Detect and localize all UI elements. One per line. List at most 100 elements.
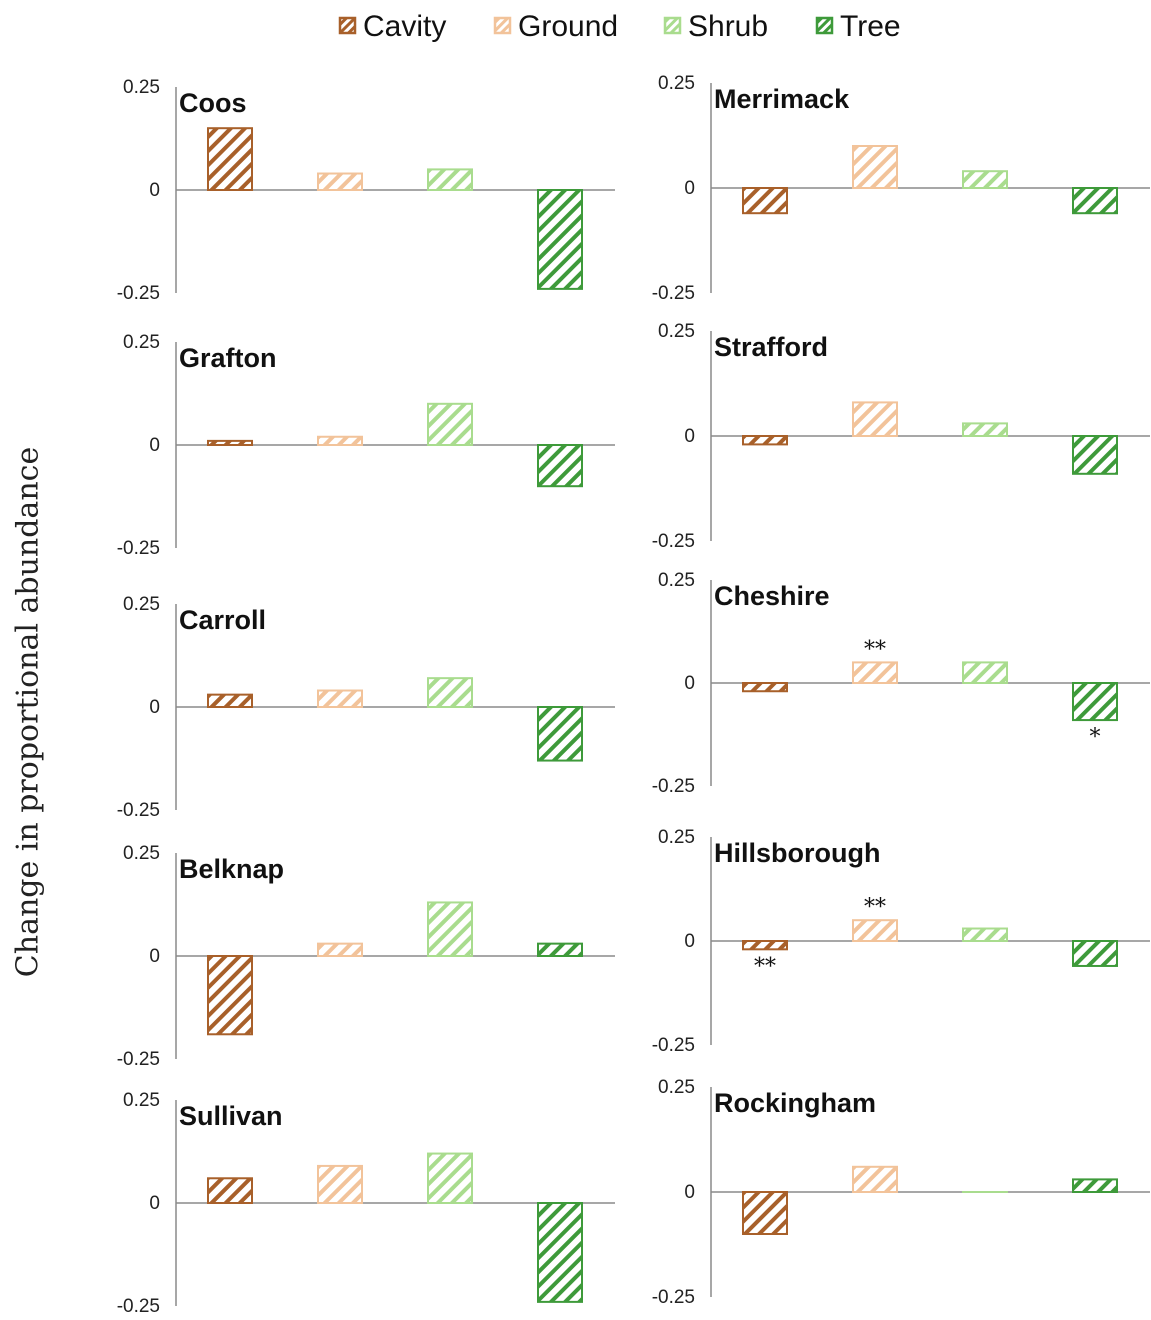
bar-ground [853,402,897,436]
bar-tree [538,445,582,486]
legend-swatch [495,18,510,33]
panel-title: Sullivan [179,1101,283,1131]
bar-tree [538,190,582,289]
legend: Cavity Ground Shrub Tree [0,6,1151,46]
bar-shrub [428,902,472,956]
y-tick-label: -0.25 [652,283,695,304]
y-tick-label: 0 [684,426,695,447]
bar-cavity [743,1192,787,1234]
panel-title: Grafton [179,343,277,373]
panel-merrimack: 0.25 0 -0.25 Merrimack [595,66,1125,307]
bar-cavity [743,436,787,444]
y-tick-label: 0 [149,946,160,967]
bar-ground [853,146,897,188]
bar-tree [538,707,582,761]
bar-ground [853,662,897,683]
significance-annotation: * [1090,725,1101,750]
bar-cavity [743,683,787,691]
significance-annotation: ** [864,637,886,662]
legend-item-tree: Tree [817,10,901,43]
y-tick-label: 0.25 [123,332,160,353]
y-tick-label: 0 [684,1182,695,1203]
y-tick-label: 0.25 [658,827,695,848]
y-axis-label-container: Change in proportional abundance [0,0,60,1318]
y-tick-label: 0.25 [658,1077,695,1098]
panel-title: Coos [179,88,247,118]
y-tick-label: 0.25 [658,321,695,342]
panel-carroll: 0.25 0 -0.25 Carroll [60,587,590,824]
y-tick-label: -0.25 [117,800,160,821]
bar-tree [1073,683,1117,720]
bar-cavity [208,956,252,1034]
y-tick-label: 0.25 [123,843,160,864]
legend-item-shrub: Shrub [665,10,768,43]
y-tick-label: 0 [149,180,160,201]
y-tick-label: 0 [684,178,695,199]
y-tick-label: 0.25 [123,77,160,98]
panel-title: Belknap [179,854,284,884]
bar-shrub [428,678,472,707]
panel-title: Merrimack [714,84,850,114]
bar-tree [1073,188,1117,213]
significance-annotation: ** [864,895,886,920]
bar-cavity [208,1178,252,1203]
y-axis-label: Change in proportional abundance [11,447,46,977]
bar-cavity [743,188,787,213]
legend-item-cavity: Cavity [340,10,446,43]
bar-tree [538,944,582,956]
bar-cavity [208,441,252,445]
legend-label: Shrub [688,10,768,43]
y-tick-label: -0.25 [117,538,160,559]
y-tick-label: -0.25 [652,1035,695,1056]
legend-label: Tree [840,10,901,43]
legend-item-ground: Ground [495,10,618,43]
panel-strafford: 0.25 0 -0.25 Strafford [595,314,1125,555]
panel-title: Cheshire [714,581,830,611]
bar-ground [318,1166,362,1203]
y-tick-label: 0 [149,1193,160,1214]
bar-shrub [963,171,1007,188]
y-tick-label: 0 [684,673,695,694]
panel-title: Hillsborough [714,838,880,868]
legend-swatch [817,18,832,33]
panel-title: Carroll [179,605,266,635]
bar-cavity [743,941,787,949]
bar-cavity [208,695,252,707]
y-tick-label: -0.25 [652,776,695,797]
panel-title: Rockingham [714,1088,876,1118]
y-tick-label: 0.25 [658,73,695,94]
legend-swatch [340,18,355,33]
bar-tree [1073,436,1117,474]
y-tick-label: -0.25 [652,531,695,552]
bar-shrub [428,404,472,445]
bar-ground [853,1167,897,1192]
bar-ground [318,691,362,707]
bar-tree [1073,1179,1117,1192]
y-tick-label: 0.25 [123,1090,160,1111]
bar-shrub [963,929,1007,941]
significance-annotation: ** [754,954,776,979]
bar-ground [853,920,897,941]
panel-title: Strafford [714,332,828,362]
y-tick-label: 0 [684,931,695,952]
bar-shrub [963,662,1007,683]
bar-ground [318,944,362,956]
bar-tree [538,1203,582,1302]
legend-label: Ground [518,10,618,43]
y-tick-label: 0 [149,697,160,718]
bar-shrub [963,423,1007,436]
bar-ground [318,174,362,190]
bar-cavity [208,128,252,190]
legend-label: Cavity [363,10,446,43]
panel-hillsborough: 0.25 0 -0.25 Hillsborough ** ** [595,820,1125,1059]
bar-shrub [428,1154,472,1203]
y-tick-label: 0.25 [123,594,160,615]
legend-swatch [665,18,680,33]
